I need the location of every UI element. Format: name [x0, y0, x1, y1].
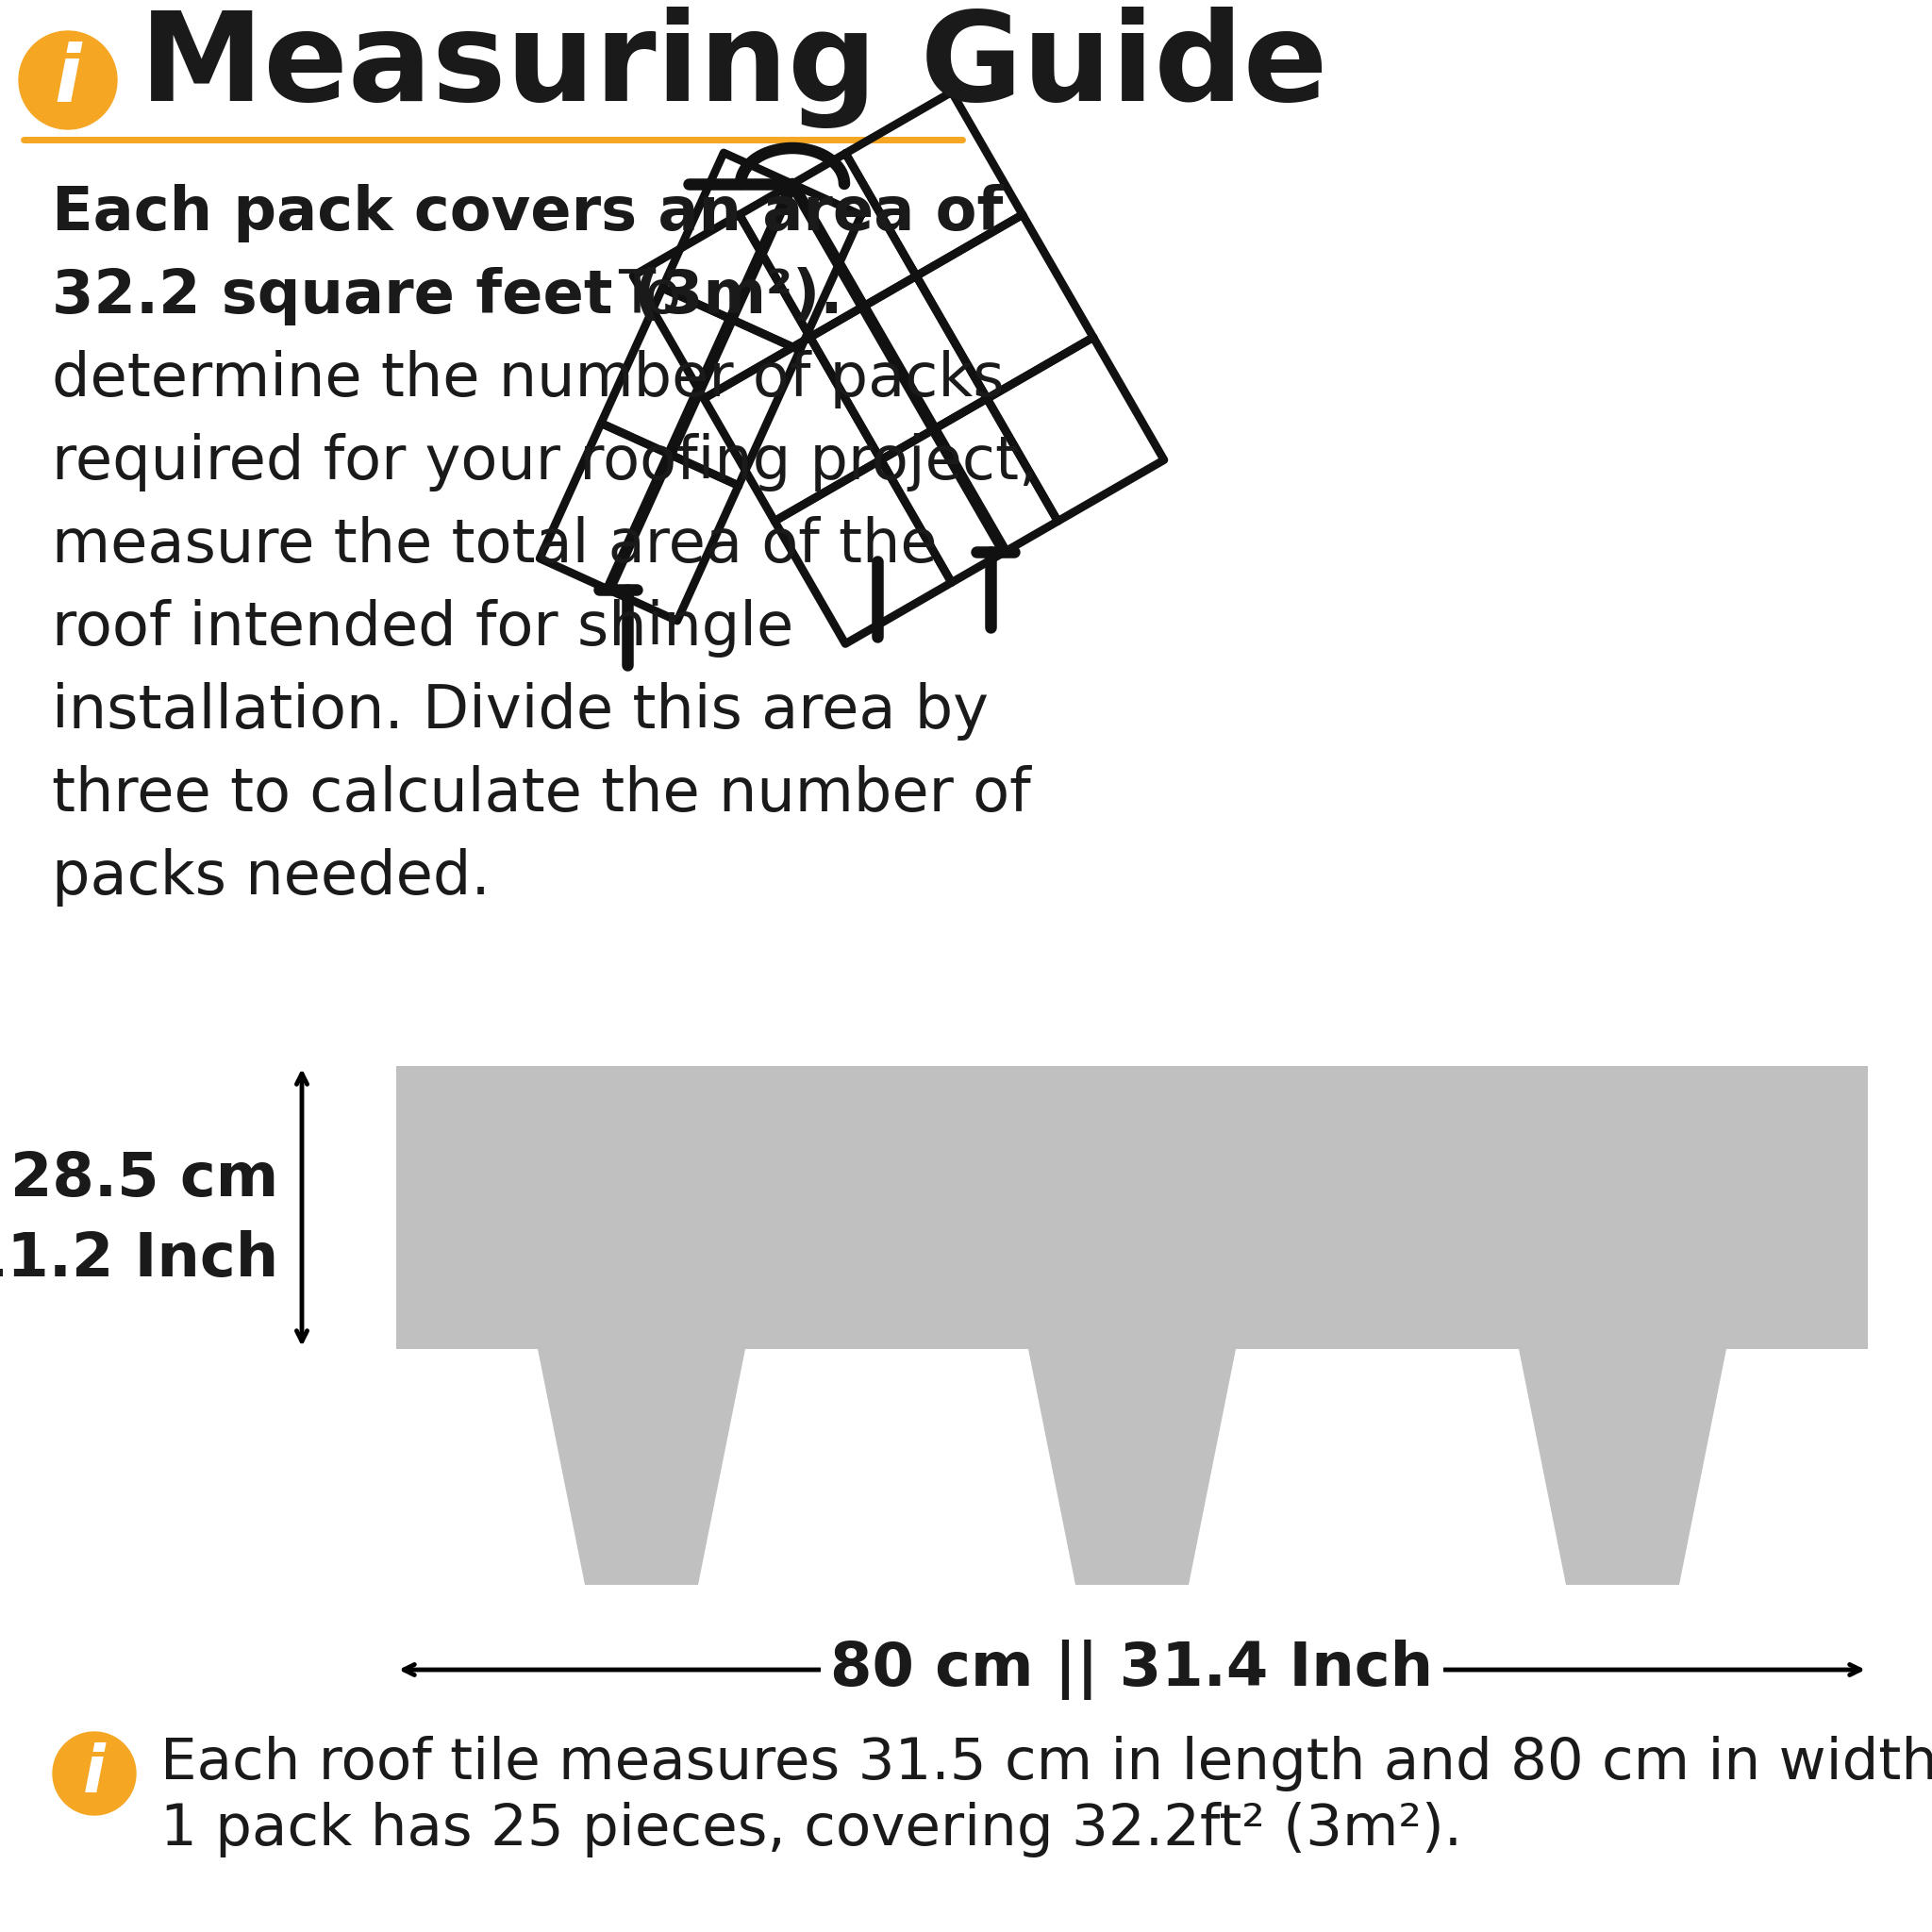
Text: required for your roofing project,: required for your roofing project, [52, 433, 1037, 491]
Circle shape [19, 31, 118, 129]
Text: 32.2 square feet (3m²).: 32.2 square feet (3m²). [52, 267, 842, 325]
Text: Measuring Guide: Measuring Guide [139, 8, 1327, 129]
Text: 11.2 Inch: 11.2 Inch [0, 1231, 278, 1289]
Text: packs needed.: packs needed. [52, 848, 491, 906]
Text: i: i [54, 43, 81, 118]
Text: 80 cm || 31.4 Inch: 80 cm || 31.4 Inch [831, 1640, 1434, 1700]
Text: determine the number of packs: determine the number of packs [52, 350, 1005, 408]
Text: 28.5 cm: 28.5 cm [10, 1150, 278, 1208]
Text: Each roof tile measures 31.5 cm in length and 80 cm in width.: Each roof tile measures 31.5 cm in lengt… [160, 1735, 1932, 1791]
Text: 1 pack has 25 pieces, covering 32.2ft² (3m²).: 1 pack has 25 pieces, covering 32.2ft² (… [160, 1803, 1463, 1857]
Text: measure the total area of the: measure the total area of the [52, 516, 937, 574]
Text: installation. Divide this area by: installation. Divide this area by [52, 682, 989, 740]
Text: i: i [83, 1743, 106, 1804]
Text: Each pack covers an area of: Each pack covers an area of [52, 184, 1003, 242]
Text: roof intended for shingle: roof intended for shingle [52, 599, 794, 657]
Text: To: To [618, 267, 682, 325]
Circle shape [52, 1731, 135, 1814]
Polygon shape [396, 1066, 1868, 1584]
Text: three to calculate the number of: three to calculate the number of [52, 765, 1032, 823]
